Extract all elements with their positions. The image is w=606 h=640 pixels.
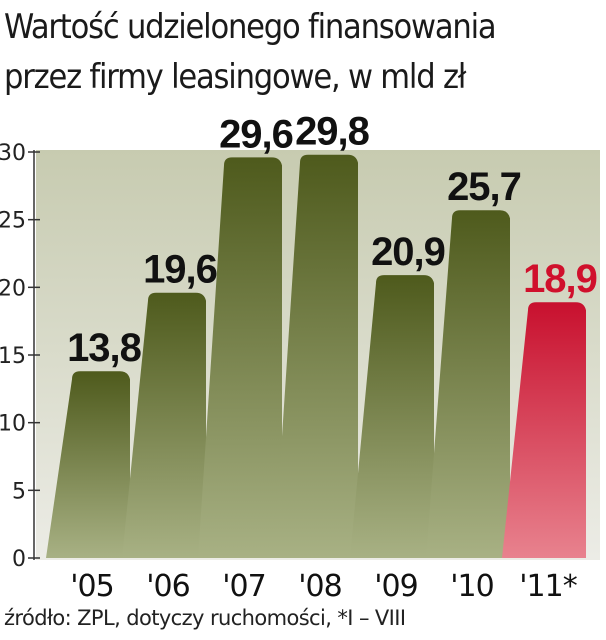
bar-07 [198,157,282,558]
x-tick-label: '06 [146,569,189,604]
bar-08 [274,154,358,558]
chart-title: Wartość udzielonego finansowania przez f… [4,2,604,102]
y-tick-label: 10 [0,412,26,437]
x-tick-label: '07 [222,569,265,604]
x-tick-label: '11* [519,569,577,604]
value-label: 13,8 [67,326,142,370]
value-label: 29,8 [295,110,370,154]
y-axis: 0 5 10 15 20 25 30 [0,141,40,572]
bars [46,154,586,558]
bar-06 [122,292,206,558]
bar-11 [502,302,586,558]
x-tick-label: '08 [298,569,341,604]
value-label: 20,9 [371,230,445,274]
value-label: 29,6 [219,112,293,156]
chart-title-line-2: przez firmy leasingowe, w mld zł [4,57,466,97]
value-labels: 13,819,6 29,6 29,8 20,925,7 18,9 [67,110,598,371]
y-tick-label: 25 [0,209,26,234]
x-axis: '05 '06 '07 '08 '09 '10 '11* [70,569,578,604]
bar-09 [350,275,434,558]
y-tick-label: 5 [12,479,26,504]
bar-10 [426,210,510,558]
y-tick-label: 15 [0,344,26,369]
value-label: 19,6 [143,248,217,292]
value-label: 18,9 [523,257,597,301]
x-tick-label: '05 [70,569,113,604]
source-note: źródło: ZPL, dotyczy ruchomości, *I – VI… [4,606,406,630]
value-label: 25,7 [447,165,521,209]
y-tick-label: 30 [0,141,26,166]
chart-title-line-1: Wartość udzielonego finansowania [4,7,497,47]
y-tick-label: 0 [12,547,26,572]
x-tick-label: '10 [450,569,493,604]
bar-chart: 0 5 10 15 20 25 30 13,819,6 29,6 29,8 20,925,7 18,… [0,110,600,604]
y-tick-label: 20 [0,276,26,301]
x-tick-label: '09 [374,569,417,604]
bar-05 [46,371,130,558]
